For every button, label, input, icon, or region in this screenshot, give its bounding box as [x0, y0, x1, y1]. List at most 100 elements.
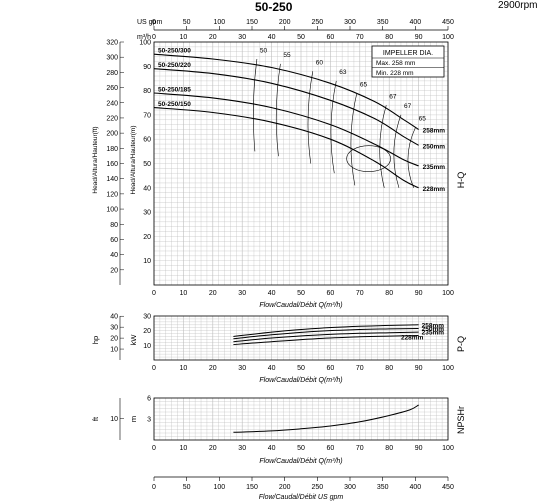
pq-curve-label: 250mm: [422, 326, 445, 333]
impeller-legend: [371, 45, 445, 78]
pq-y-tick-hp: 10: [110, 347, 118, 354]
pq-curve-label: 235mm: [422, 330, 445, 337]
pq-y-tick-hp: 30: [110, 325, 118, 332]
hq-curve-label: 250mm: [423, 143, 446, 150]
npsh-x-tick-label: 30: [238, 445, 246, 452]
hq-curve-235mm: [153, 92, 419, 167]
bottom-gpm-tick-label: 150: [246, 484, 258, 491]
hq-y-tick-ft: 160: [106, 161, 118, 168]
bottom-gpm-tick-label: 350: [377, 484, 389, 491]
grid-npsh: [153, 397, 449, 441]
hq-x-tick-label: 70: [356, 290, 364, 297]
top-q-tick-label: 10: [180, 34, 188, 41]
pq-x-tick-label: 0: [152, 365, 156, 372]
top-q-tick-label: 60: [327, 34, 335, 41]
top-q-tick-label: 50: [297, 34, 305, 41]
bottom-gpm-xlabel: Flow/Caudal/Débit US gpm: [259, 494, 344, 501]
npsh-y-tick-m: 6: [147, 396, 151, 403]
top-q-tick-label: 40: [268, 34, 276, 41]
hq-y-tick-ft: 320: [106, 40, 118, 47]
grid-hq: [153, 41, 449, 286]
hq-y-tick-m: 100: [139, 40, 151, 47]
hq-x-tick-label: 90: [415, 290, 423, 297]
top-q-tick-label: 70: [356, 34, 364, 41]
bottom-gpm-tick-label: 50: [183, 484, 191, 491]
hq-x-tick-label: 100: [442, 290, 454, 297]
top-gpm-tick-label: 50: [183, 19, 191, 26]
efficiency-isoline: [379, 105, 387, 188]
efficiency-isoline: [253, 58, 258, 152]
pq-xlabel: Flow/Caudal/Débit Q(m³/h): [259, 377, 342, 384]
pq-curve-228mm: [233, 335, 419, 346]
hq-curve-tag: 50-250/185: [158, 87, 191, 94]
plot-frame: [153, 397, 449, 441]
hq-x-tick-label: 30: [238, 290, 246, 297]
top-gpm-unit: US gpm: [137, 19, 162, 26]
hq-y-tick-m: 90: [143, 64, 151, 71]
hq-curve-258mm: [153, 53, 419, 130]
hq-y-tick-ft: 120: [106, 191, 118, 198]
top-q-tick-label: 80: [385, 34, 393, 41]
hq-y-tick-ft: 140: [106, 176, 118, 183]
top-q-tick-label: 30: [238, 34, 246, 41]
pq-x-tick-label: 60: [327, 365, 335, 372]
hq-y-tick-m: 50: [143, 161, 151, 168]
hq-y-tick-ft: 100: [106, 207, 118, 214]
efficiency-isoline: [275, 63, 281, 157]
top-gpm-tick-label: 0: [152, 19, 156, 26]
efficiency-isoline: [307, 71, 314, 164]
hq-x-tick-label: 0: [152, 290, 156, 297]
plot-frame: [153, 315, 449, 361]
legend-row: Min. 228 mm: [376, 70, 414, 77]
hq-x-tick-label: 60: [327, 290, 335, 297]
pq-x-tick-label: 70: [356, 365, 364, 372]
hq-y-tick-m: 40: [143, 185, 151, 192]
hq-y-tick-m: 80: [143, 88, 151, 95]
hq-ylabel-m: Head/Altura/Hauteur(m): [130, 126, 137, 195]
npsh-x-tick-label: 0: [152, 445, 156, 452]
npsh-curve: [233, 404, 419, 433]
hq-ylabel-ft: Head/Altura/Hauteur(ft): [92, 126, 99, 193]
npsh-x-tick-label: 10: [180, 445, 188, 452]
hq-xlabel: Flow/Caudal/Débit Q(m³/h): [259, 302, 342, 309]
pq-x-tick-label: 100: [442, 365, 454, 372]
efficiency-label: 55: [283, 52, 291, 59]
hq-y-tick-m: 20: [143, 234, 151, 241]
hq-y-tick-ft: 180: [106, 146, 118, 153]
hq-curve-label: 228mm: [423, 186, 446, 193]
pq-side-label: P-Q: [456, 336, 466, 352]
top-gpm-tick-label: 300: [344, 19, 356, 26]
pq-x-tick-label: 30: [238, 365, 246, 372]
pq-x-tick-label: 40: [268, 365, 276, 372]
npsh-x-tick-label: 40: [268, 445, 276, 452]
pq-x-tick-label: 20: [209, 365, 217, 372]
efficiency-label: 67: [389, 93, 397, 100]
pq-y-tick-hp: 20: [110, 336, 118, 343]
top-gpm-tick-label: 150: [246, 19, 258, 26]
hq-y-tick-ft: 80: [110, 222, 118, 229]
pq-curve-label: 258mm: [422, 322, 445, 329]
bottom-gpm-tick-label: 300: [344, 484, 356, 491]
hq-y-tick-ft: 260: [106, 85, 118, 92]
efficiency-label: 67: [404, 103, 412, 110]
hq-y-tick-ft: 280: [106, 70, 118, 77]
pq-y-tick-kw: 10: [143, 343, 151, 350]
efficiency-label: 65: [360, 81, 368, 88]
efficiency-label: 50: [260, 47, 268, 54]
top-gpm-tick-label: 400: [409, 19, 421, 26]
pq-curve-label: 228mm: [401, 334, 424, 341]
hq-y-tick-m: 70: [143, 112, 151, 119]
top-q-tick-label: 20: [209, 34, 217, 41]
pq-x-tick-label: 90: [415, 365, 423, 372]
hq-curve-tag: 50-250/150: [158, 101, 191, 108]
chart-title: 50-250: [255, 0, 293, 14]
pq-y-tick-kw: 30: [143, 314, 151, 321]
efficiency-isoline: [393, 114, 402, 188]
npsh-ylabel-ft: ft: [91, 416, 100, 421]
hq-y-tick-ft: 300: [106, 55, 118, 62]
hq-side-label: H-Q: [456, 172, 466, 189]
hq-y-tick-m: 30: [143, 210, 151, 217]
npsh-x-tick-label: 100: [442, 445, 454, 452]
pq-y-tick-kw: 20: [143, 328, 151, 335]
hq-y-tick-ft: 200: [106, 131, 118, 138]
